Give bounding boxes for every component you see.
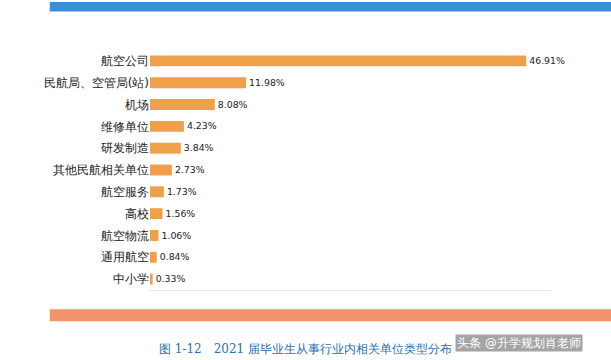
svg-text:航空物流: 航空物流 xyxy=(101,229,149,243)
svg-text:2.73%: 2.73% xyxy=(175,164,205,175)
svg-text:研发制造: 研发制造 xyxy=(101,141,149,155)
svg-text:0.33%: 0.33% xyxy=(156,273,186,284)
svg-text:1.73%: 1.73% xyxy=(167,186,197,197)
svg-text:维修单位: 维修单位 xyxy=(101,120,149,134)
svg-text:46.91%: 46.91% xyxy=(529,55,565,66)
svg-text:民航局、空管局(站): 民航局、空管局(站) xyxy=(44,76,149,90)
svg-text:中小学: 中小学 xyxy=(113,272,149,286)
svg-text:图 1-12 2021 届毕业生从事行业内相关单位类型分布: 图 1-12 2021 届毕业生从事行业内相关单位类型分布 xyxy=(159,342,452,356)
svg-text:11.98%: 11.98% xyxy=(249,77,285,88)
svg-text:1.56%: 1.56% xyxy=(166,208,196,219)
svg-text:其他民航相关单位: 其他民航相关单位 xyxy=(53,163,149,177)
svg-text:机场: 机场 xyxy=(125,98,149,112)
svg-text:头条 @升学规划肖老师: 头条 @升学规划肖老师 xyxy=(457,336,581,350)
svg-text:0.84%: 0.84% xyxy=(160,251,190,262)
svg-text:1.06%: 1.06% xyxy=(162,230,192,241)
svg-text:航空服务: 航空服务 xyxy=(101,185,149,199)
svg-text:高校: 高校 xyxy=(125,207,149,221)
svg-text:3.84%: 3.84% xyxy=(184,142,214,153)
svg-text:航空公司: 航空公司 xyxy=(101,54,149,68)
svg-text:4.23%: 4.23% xyxy=(187,120,217,131)
svg-text:通用航空: 通用航空 xyxy=(101,250,149,264)
svg-text:8.08%: 8.08% xyxy=(218,99,248,110)
